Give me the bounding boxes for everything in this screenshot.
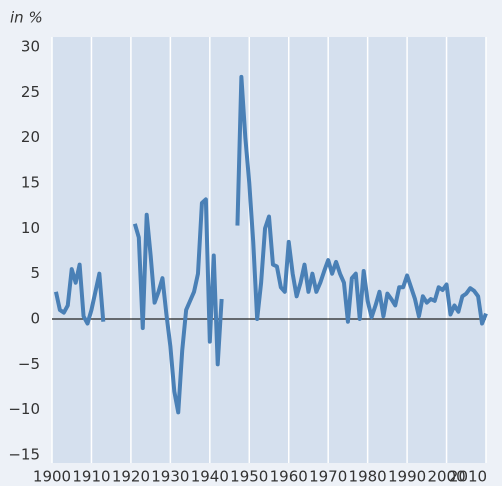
x-tick-label: 2000 xyxy=(427,468,465,486)
x-tick-label: 1930 xyxy=(151,468,189,486)
y-tick-label: 5 xyxy=(30,264,40,282)
y-tick-label: 20 xyxy=(21,128,40,146)
x-tick-label: 1940 xyxy=(191,468,229,486)
y-tick-label: 0 xyxy=(30,310,40,328)
x-tick-label: 1900 xyxy=(33,468,71,486)
y-tick-label: 10 xyxy=(21,219,40,237)
y-tick-label: −10 xyxy=(8,400,40,418)
y-tick-label: 15 xyxy=(21,174,40,192)
x-tick-label: 1990 xyxy=(388,468,426,486)
x-tick-label: 1950 xyxy=(230,468,268,486)
x-tick-label: 1960 xyxy=(270,468,308,486)
y-tick-label: 25 xyxy=(21,83,40,101)
x-tick-label: 1980 xyxy=(349,468,387,486)
x-tick-label: 1910 xyxy=(72,468,110,486)
x-tick-label: 1970 xyxy=(309,468,347,486)
y-tick-label: −15 xyxy=(8,446,40,464)
plot-area xyxy=(52,37,486,463)
y-tick-label: 30 xyxy=(21,38,40,56)
y-axis-label: in % xyxy=(10,9,43,27)
x-tick-label: 2010 xyxy=(449,468,487,486)
y-tick-label: −5 xyxy=(18,355,40,373)
x-tick-label: 1920 xyxy=(112,468,150,486)
data-line xyxy=(53,74,488,415)
